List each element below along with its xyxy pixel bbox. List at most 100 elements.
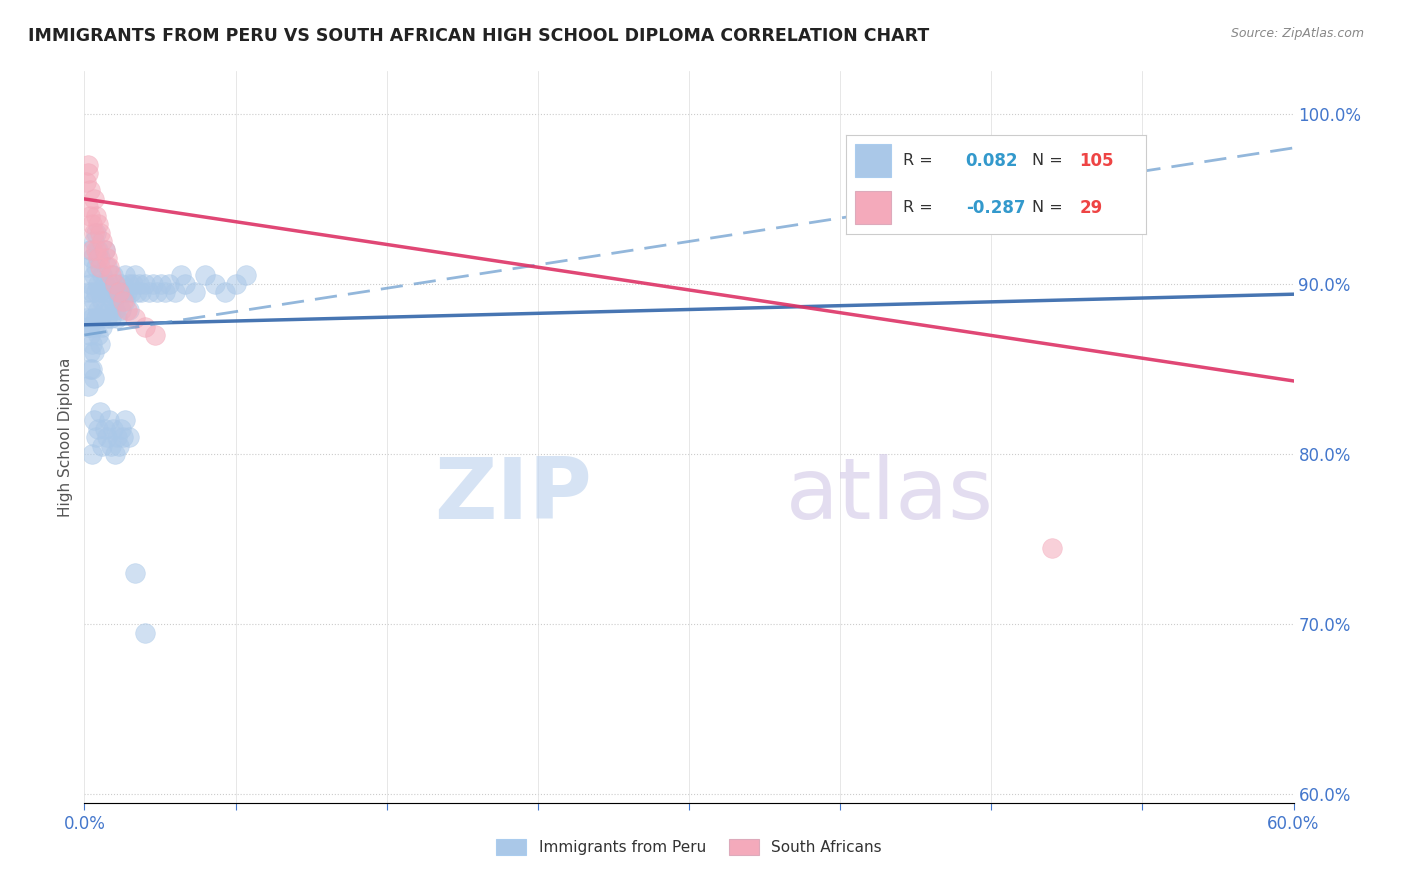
Point <box>146 285 169 300</box>
Point <box>134 319 156 334</box>
Point <box>77 285 100 300</box>
Point <box>101 293 124 308</box>
Point <box>93 243 115 257</box>
Point <box>100 285 122 300</box>
Point <box>87 218 110 232</box>
Y-axis label: High School Diploma: High School Diploma <box>58 358 73 516</box>
Point <box>107 439 129 453</box>
Point <box>96 260 118 274</box>
Point <box>101 421 124 435</box>
Point <box>124 566 146 581</box>
Text: -0.287: -0.287 <box>966 199 1025 217</box>
Point <box>89 260 111 274</box>
Point <box>114 413 136 427</box>
Point <box>86 226 108 240</box>
Text: ZIP: ZIP <box>434 454 592 537</box>
Text: 29: 29 <box>1080 199 1102 217</box>
Point <box>77 319 100 334</box>
Point <box>79 183 101 197</box>
Point <box>118 302 141 317</box>
Point <box>86 430 108 444</box>
Bar <box>855 145 891 178</box>
Text: Source: ZipAtlas.com: Source: ZipAtlas.com <box>1230 27 1364 40</box>
Point <box>115 302 138 317</box>
Point <box>75 311 97 326</box>
Point <box>110 302 132 317</box>
Point <box>96 285 118 300</box>
Point <box>89 285 111 300</box>
Point <box>83 293 105 308</box>
Point <box>97 260 120 274</box>
Point <box>184 285 207 300</box>
Point <box>79 302 101 317</box>
Point <box>93 302 115 317</box>
Point <box>204 277 226 291</box>
Point <box>214 285 236 300</box>
Point <box>87 243 110 257</box>
Point <box>121 277 143 291</box>
Point <box>194 268 217 283</box>
Point <box>87 421 110 435</box>
Point <box>82 243 104 257</box>
Point <box>143 328 166 343</box>
Point <box>79 277 101 291</box>
Point <box>77 379 100 393</box>
Point <box>104 277 127 291</box>
Point <box>91 268 114 283</box>
Point <box>87 302 110 317</box>
Point <box>96 311 118 326</box>
Point <box>118 277 141 291</box>
Text: R =: R = <box>903 200 932 215</box>
Point <box>142 277 165 291</box>
Point <box>79 243 101 257</box>
Point <box>82 285 104 300</box>
Text: atlas: atlas <box>786 454 994 537</box>
Point <box>89 336 111 351</box>
Point <box>111 430 134 444</box>
Point <box>91 235 114 249</box>
Text: N =: N = <box>1032 153 1063 169</box>
Point <box>86 209 108 223</box>
Point <box>86 285 108 300</box>
Point <box>79 345 101 359</box>
Point <box>134 277 156 291</box>
Point <box>83 192 105 206</box>
Point <box>86 311 108 326</box>
Point <box>138 285 160 300</box>
Point <box>1040 541 1063 555</box>
Point <box>83 370 105 384</box>
Point <box>100 439 122 453</box>
Point <box>91 319 114 334</box>
Point <box>75 175 97 189</box>
Point <box>149 277 172 291</box>
Point <box>129 285 152 300</box>
Point <box>105 430 128 444</box>
Point <box>83 268 105 283</box>
Point <box>89 404 111 418</box>
Point <box>105 285 128 300</box>
Point <box>134 625 156 640</box>
Point <box>174 277 197 291</box>
Point <box>91 439 114 453</box>
Point <box>82 252 104 266</box>
Point <box>83 319 105 334</box>
Point <box>107 285 129 300</box>
Point <box>87 252 110 266</box>
Point <box>124 311 146 326</box>
Point <box>82 311 104 326</box>
Point <box>82 218 104 232</box>
Text: R =: R = <box>903 153 932 169</box>
Text: 0.082: 0.082 <box>966 152 1018 169</box>
Point <box>93 277 115 291</box>
Point <box>89 226 111 240</box>
Point <box>125 285 148 300</box>
Point <box>97 302 120 317</box>
Point <box>82 447 104 461</box>
Point <box>79 319 101 334</box>
Point <box>104 302 127 317</box>
Point <box>79 328 101 343</box>
Point <box>97 413 120 427</box>
Point <box>82 336 104 351</box>
Point <box>110 421 132 435</box>
Point <box>104 447 127 461</box>
